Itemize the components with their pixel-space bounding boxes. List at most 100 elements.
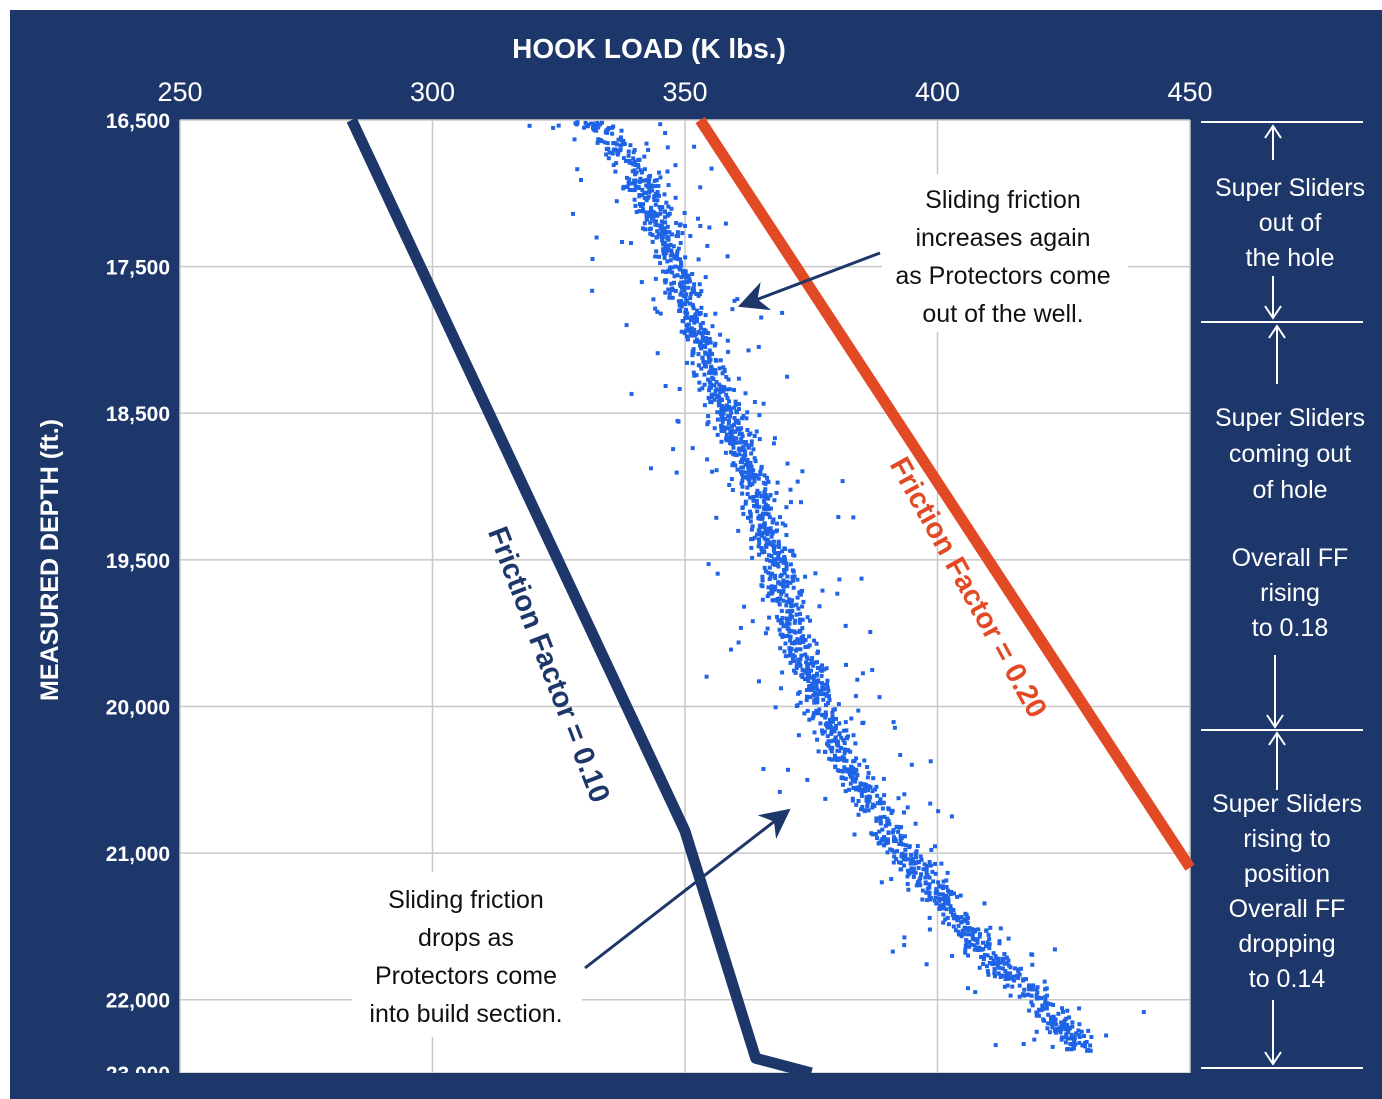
data-point xyxy=(911,857,915,861)
data-point xyxy=(591,122,595,126)
data-point xyxy=(790,641,794,645)
data-point xyxy=(674,289,678,293)
data-point xyxy=(830,749,834,753)
data-point xyxy=(749,519,753,523)
data-point xyxy=(840,776,844,780)
data-point xyxy=(786,600,790,604)
data-point xyxy=(744,500,748,504)
data-point xyxy=(866,775,870,779)
data-point xyxy=(698,282,702,286)
data-point xyxy=(937,892,941,896)
data-point xyxy=(721,420,725,424)
data-point xyxy=(732,438,736,442)
data-point xyxy=(746,516,750,520)
data-point xyxy=(714,358,718,362)
data-point xyxy=(868,630,872,634)
data-point xyxy=(753,434,757,438)
data-point xyxy=(1082,1034,1086,1038)
data-point xyxy=(809,669,813,673)
data-point xyxy=(642,155,646,159)
data-point xyxy=(838,769,842,773)
data-point xyxy=(586,123,590,127)
data-point xyxy=(720,440,724,444)
data-point xyxy=(914,871,918,875)
data-point xyxy=(654,192,658,196)
data-point xyxy=(762,402,766,406)
data-point xyxy=(828,718,832,722)
data-point xyxy=(792,586,796,590)
data-point xyxy=(697,363,701,367)
data-point xyxy=(1063,1024,1067,1028)
data-point xyxy=(947,922,951,926)
data-point xyxy=(875,836,879,840)
data-point xyxy=(697,294,701,298)
data-point xyxy=(1070,1042,1074,1046)
data-point xyxy=(789,661,793,665)
data-point xyxy=(671,447,675,451)
data-point xyxy=(844,663,848,667)
data-point xyxy=(759,547,763,551)
data-point xyxy=(917,882,921,886)
data-point xyxy=(706,414,710,418)
data-point xyxy=(941,921,945,925)
data-point xyxy=(664,278,668,282)
data-point xyxy=(743,453,747,457)
data-point xyxy=(649,466,653,470)
data-point xyxy=(785,564,789,568)
data-point xyxy=(1009,994,1013,998)
data-point xyxy=(796,480,800,484)
data-point xyxy=(758,437,762,441)
data-point xyxy=(906,805,910,809)
data-point xyxy=(824,703,828,707)
data-point xyxy=(739,426,743,430)
data-point xyxy=(655,178,659,182)
data-point xyxy=(815,693,819,697)
data-point xyxy=(851,515,855,519)
data-point xyxy=(707,396,711,400)
data-point xyxy=(826,686,830,690)
data-point xyxy=(978,935,982,939)
data-point xyxy=(904,853,908,857)
data-point xyxy=(963,951,967,955)
data-point xyxy=(747,465,751,469)
data-point xyxy=(786,620,790,624)
data-point xyxy=(1051,1017,1055,1021)
data-point xyxy=(1053,947,1057,951)
data-point xyxy=(645,213,649,217)
data-point xyxy=(653,307,657,311)
data-point xyxy=(749,452,753,456)
data-point xyxy=(760,465,764,469)
data-point xyxy=(667,183,671,187)
data-point xyxy=(885,821,889,825)
data-point xyxy=(716,418,720,422)
data-point xyxy=(666,225,670,229)
data-point xyxy=(902,935,906,939)
data-point xyxy=(641,209,645,213)
data-point xyxy=(868,795,872,799)
data-point xyxy=(695,309,699,313)
data-point xyxy=(737,641,741,645)
data-point xyxy=(811,664,815,668)
data-point xyxy=(670,270,674,274)
data-point xyxy=(780,311,784,315)
data-point xyxy=(944,879,948,883)
data-point xyxy=(854,803,858,807)
data-point xyxy=(575,167,579,171)
data-point xyxy=(992,962,996,966)
data-point xyxy=(708,400,712,404)
data-point xyxy=(805,688,809,692)
data-point xyxy=(850,771,854,775)
data-point xyxy=(866,801,870,805)
side-label-1: Super Sliders xyxy=(1215,174,1365,202)
data-point xyxy=(666,288,670,292)
data-point xyxy=(680,275,684,279)
data-point xyxy=(821,732,825,736)
data-point xyxy=(914,852,918,856)
y-tick-label: 20,000 xyxy=(106,696,170,719)
data-point xyxy=(1002,962,1006,966)
data-point xyxy=(973,990,977,994)
data-point xyxy=(701,321,705,325)
data-point xyxy=(915,861,919,865)
data-point xyxy=(724,393,728,397)
data-point xyxy=(732,446,736,450)
